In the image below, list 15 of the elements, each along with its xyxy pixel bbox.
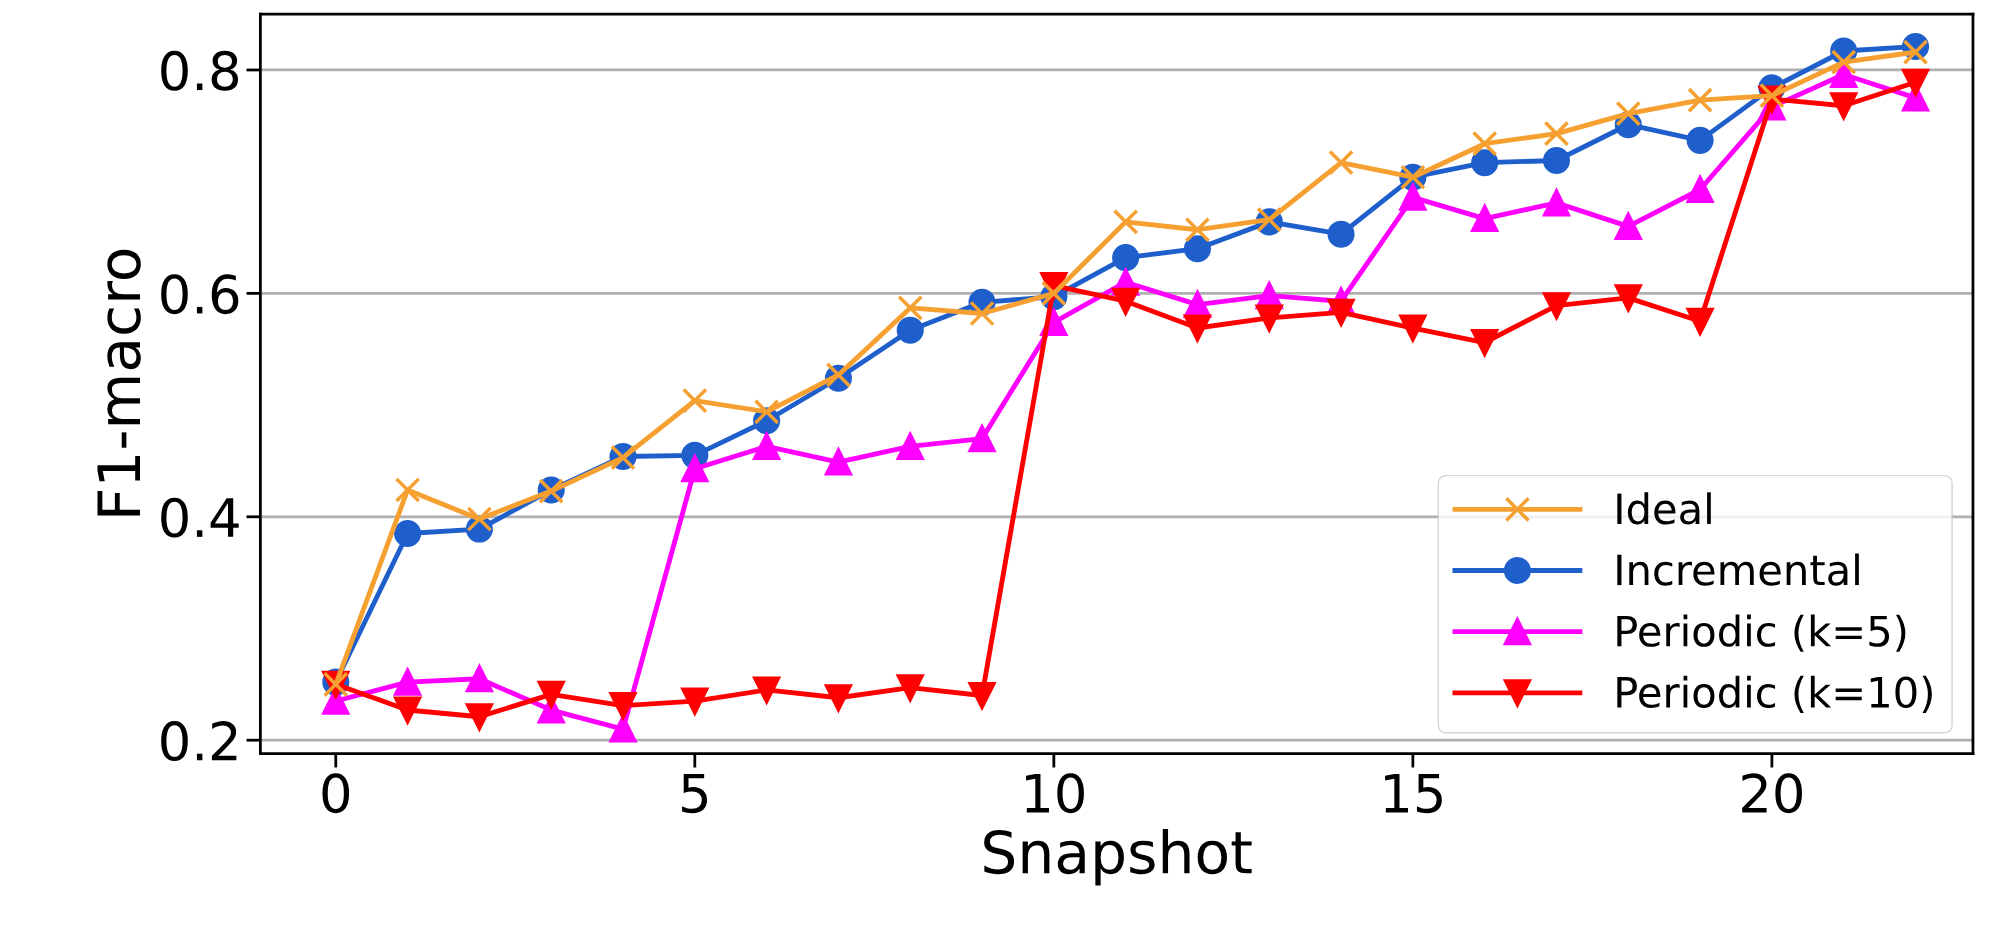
x-tick-label: 20 [1742,773,1802,814]
y-tick-label: 0.8 [161,50,239,91]
legend-label: Ideal [1617,492,1711,525]
y-tick-label: 0.4 [161,497,239,538]
x-tick-label: 5 [682,773,707,814]
legend-label: Periodic (k=10) [1617,675,1932,713]
x-tick-label: 0 [322,773,350,814]
legend-label: Incremental [1617,553,1859,586]
y-tick-label: 0.6 [161,274,239,315]
y-tick-label: 0.2 [161,721,237,761]
x-tick-label: 15 [1385,773,1442,814]
x-tick-label: 10 [1026,773,1084,814]
x-axis-title: Snapshot [984,828,1252,886]
legend-label: Periodic (k=5) [1617,614,1906,652]
y-axis-title: F1-macro [97,249,141,516]
